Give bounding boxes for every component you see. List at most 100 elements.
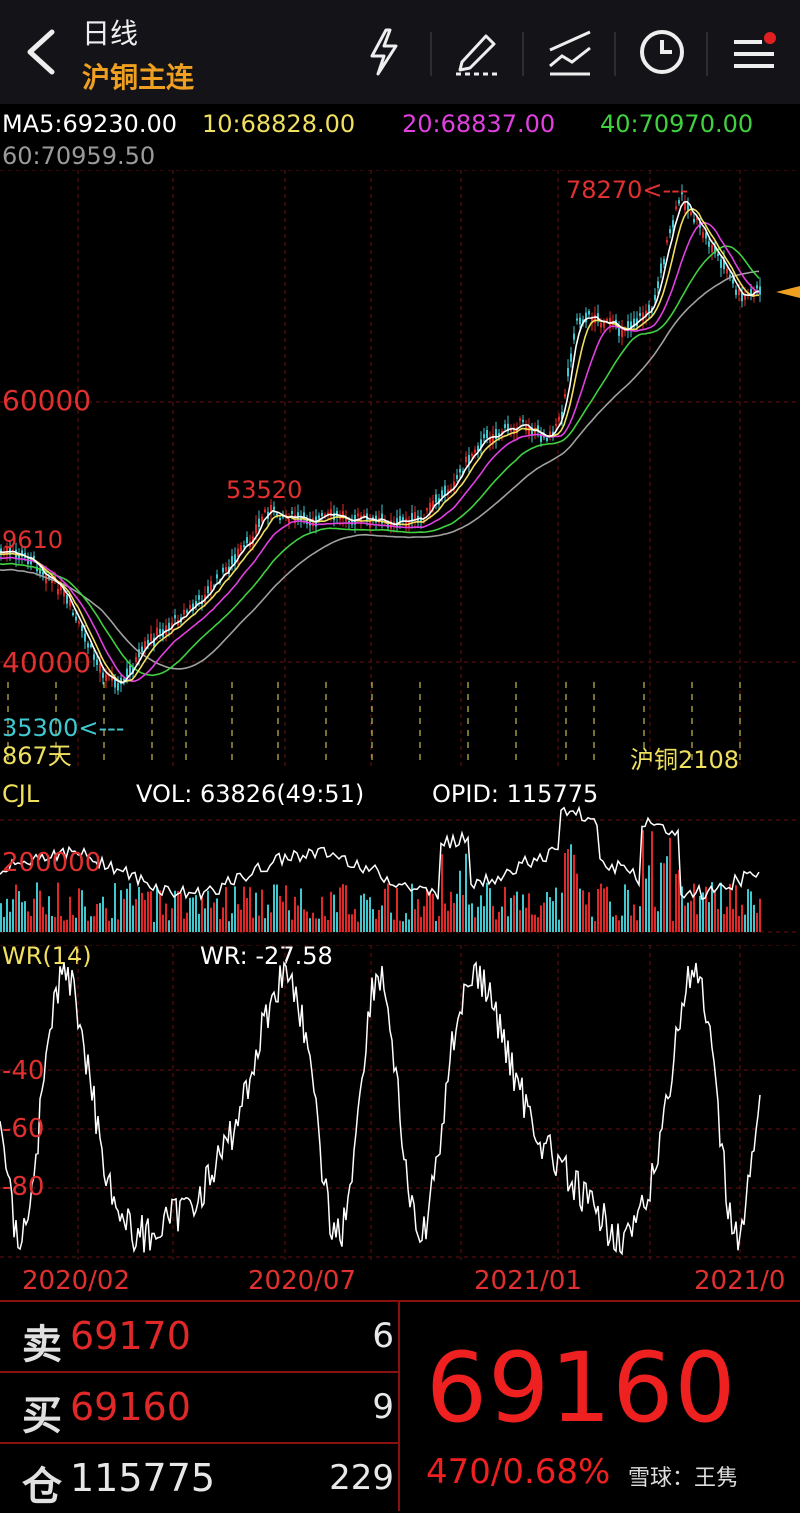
candle-body — [603, 321, 605, 328]
volume-bar — [351, 914, 353, 932]
candle-body — [333, 513, 335, 521]
volume-bar — [450, 891, 452, 932]
candle-body — [648, 304, 650, 312]
volume-bar — [588, 892, 590, 932]
candle-body — [621, 327, 623, 337]
candle-body — [459, 468, 461, 473]
candle-body — [33, 555, 35, 559]
candle-body — [105, 674, 107, 681]
volume-bar — [21, 902, 23, 932]
volume-bar — [639, 906, 641, 932]
menu-icon[interactable] — [728, 26, 780, 78]
candle-body — [183, 609, 185, 615]
lightning-icon[interactable] — [358, 26, 410, 78]
candle-body — [690, 212, 692, 216]
volume-bar — [510, 897, 512, 932]
volume-bar — [57, 882, 59, 932]
volume-bar — [657, 911, 659, 932]
candle-body — [735, 289, 737, 295]
wr-indicator-chart[interactable] — [0, 945, 800, 1260]
volume-bar — [474, 917, 476, 932]
volume-bar — [525, 907, 527, 932]
candle-body — [126, 668, 128, 677]
volume-bar — [18, 891, 20, 932]
volume-bar — [225, 887, 227, 932]
candle-body — [597, 313, 599, 321]
candle-body — [81, 625, 83, 632]
volume-bar — [495, 919, 497, 932]
candle-body — [537, 425, 539, 431]
volume-bar — [348, 914, 350, 932]
volume-bar — [72, 914, 74, 932]
volume-bar — [663, 863, 665, 932]
candle-body — [144, 641, 146, 649]
toolbar-divider — [706, 32, 708, 76]
candle-body — [570, 353, 572, 362]
volume-bar — [159, 890, 161, 932]
candle-body — [663, 258, 665, 265]
volume-bar — [279, 895, 281, 932]
buy-row[interactable]: 买 69160 9 — [0, 1373, 398, 1444]
candle-body — [726, 268, 728, 274]
candle-body — [669, 229, 671, 234]
peak-label: 53520 — [226, 476, 303, 504]
candle-body — [432, 500, 434, 508]
volume-bar — [75, 917, 77, 932]
volume-bar — [345, 885, 347, 932]
line-tool-icon[interactable] — [544, 26, 596, 78]
candle-body — [591, 316, 593, 324]
volume-bar — [558, 919, 560, 932]
candle-body — [579, 317, 581, 325]
volume-bar — [687, 902, 689, 932]
volume-bar — [327, 919, 329, 932]
candlestick-chart[interactable] — [0, 170, 800, 770]
volume-bar — [561, 892, 563, 932]
candle-body — [135, 656, 137, 663]
volume-bar — [111, 918, 113, 932]
candle-body — [606, 319, 608, 322]
volume-bar — [189, 897, 191, 932]
volume-bar — [408, 919, 410, 932]
volume-value: VOL: 63826(49:51) — [136, 780, 365, 808]
high-label: 78270<--- — [566, 176, 689, 204]
volume-bar — [486, 882, 488, 932]
volume-bar — [285, 885, 287, 932]
draw-pen-icon[interactable] — [452, 26, 504, 78]
wr-value: WR: -27.58 — [200, 942, 333, 970]
volume-bar — [336, 912, 338, 932]
top-bar: 日线 沪铜主连 — [0, 0, 800, 104]
candle-body — [720, 259, 722, 268]
volume-bar — [756, 912, 758, 932]
candle-body — [207, 586, 209, 594]
wr-axis-60: -60 — [2, 1114, 45, 1144]
volume-bar — [759, 898, 761, 932]
sell-row[interactable]: 卖 69170 6 — [0, 1302, 398, 1373]
volume-bar — [564, 852, 566, 932]
candle-body — [342, 511, 344, 519]
volume-bar — [231, 913, 233, 932]
candle-body — [261, 516, 263, 522]
volume-chart[interactable] — [0, 780, 800, 940]
price-change: 470/0.68% — [426, 1452, 611, 1492]
open-interest-row[interactable]: 仓 115775 229 — [0, 1444, 398, 1513]
clock-icon[interactable] — [636, 26, 688, 78]
volume-bar — [66, 919, 68, 932]
back-arrow-icon[interactable] — [18, 26, 66, 78]
candle-body — [546, 437, 548, 441]
candle-body — [585, 312, 587, 323]
volume-bar — [81, 890, 83, 932]
volume-bar — [618, 920, 620, 932]
volume-bar — [261, 889, 263, 932]
ma40-value: 40:70970.00 — [600, 110, 754, 138]
candle-body — [588, 310, 590, 315]
candle-body — [744, 294, 746, 300]
period-label[interactable]: 日线 — [82, 17, 139, 50]
candle-body — [96, 659, 98, 665]
volume-bar — [354, 908, 356, 932]
volume-bar — [240, 909, 242, 932]
volume-bar — [186, 912, 188, 932]
candle-body — [447, 489, 449, 494]
instrument-title[interactable]: 沪铜主连 — [82, 61, 195, 94]
candle-body — [402, 517, 404, 521]
candle-body — [660, 263, 662, 273]
